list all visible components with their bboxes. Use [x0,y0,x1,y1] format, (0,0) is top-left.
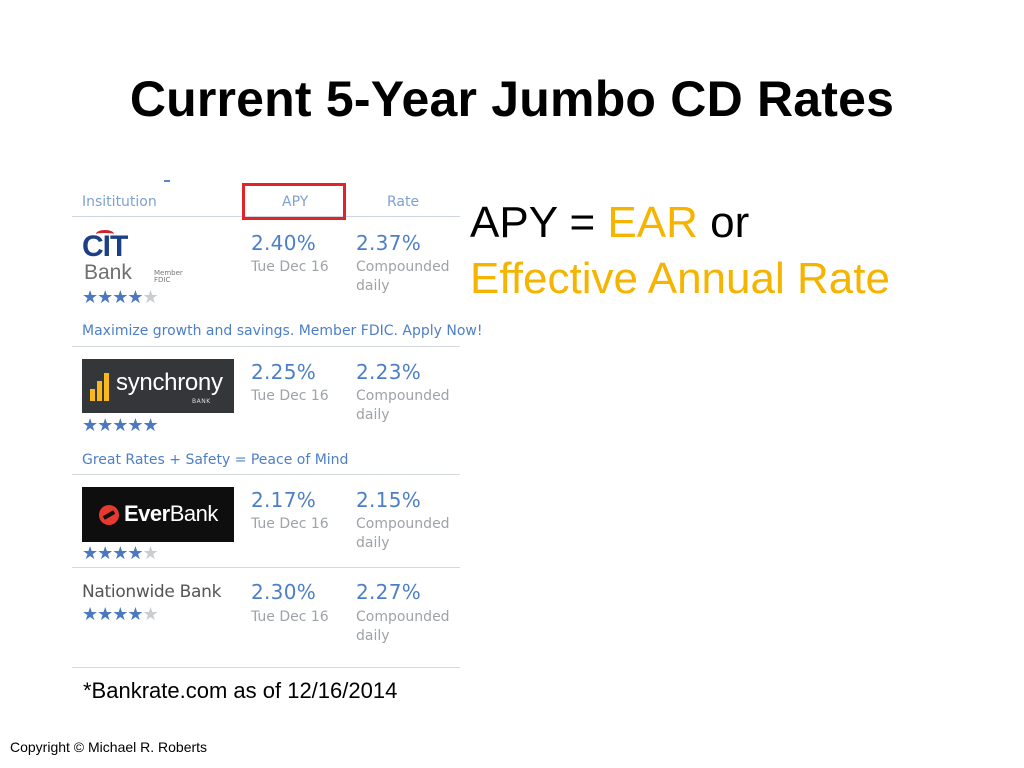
apy-value: 2.25% [251,360,317,384]
apy-highlight-box [242,183,346,220]
rate-value: 2.23% [356,360,422,384]
rate-value: 2.37% [356,231,422,255]
rate-value: 2.27% [356,580,422,604]
table-top-mark [164,180,170,182]
definition-line1: APY = EAR or [470,198,750,247]
star-rating: ★★★★★ [82,543,159,564]
compounding-line1: Compounded [356,259,450,275]
compounding-line1: Compounded [356,516,450,532]
promo-link[interactable]: Maximize growth and savings. Member FDIC… [82,323,483,339]
synchrony-bank-logo[interactable]: synchrony BANK [82,359,234,413]
apy-value: 2.40% [251,231,317,255]
everbank-logo-word: EverBank [124,501,218,526]
star-rating: ★★★★★ [82,604,159,625]
apy-date: Tue Dec 16 [251,516,329,532]
synchrony-bars-icon [90,373,112,401]
compounding-line2: daily [356,407,390,423]
synchrony-logo-sub: BANK [192,398,211,405]
compounding-line2: daily [356,535,390,551]
cit-logo-arc [96,230,114,238]
slide-title: Current 5-Year Jumbo CD Rates [129,71,895,127]
nationwide-bank-name[interactable]: Nationwide Bank [82,582,222,602]
cit-bank-logo[interactable]: CIT Bank Member FDIC [82,230,187,284]
row-divider [72,474,460,475]
copyright-notice: Copyright © Michael R. Roberts [10,739,208,755]
apy-value: 2.30% [251,580,317,604]
cit-logo-bank: Bank [84,261,132,284]
compounding-line1: Compounded [356,609,450,625]
header-apy[interactable]: APY [282,194,309,210]
table-header: Insititution APY Rate [72,185,460,217]
promo-link[interactable]: Great Rates + Safety = Peace of Mind [82,452,349,468]
definition-line2: Effective Annual Rate [470,254,890,303]
compounding-line1: Compounded [356,388,450,404]
apy-date: Tue Dec 16 [251,609,329,625]
header-rate[interactable]: Rate [387,194,420,210]
row-divider [72,667,460,668]
compounding-line2: daily [356,628,390,644]
fdic-badge: Member FDIC [154,269,183,284]
star-rating: ★★★★★ [82,287,159,308]
row-divider [72,346,460,347]
star-rating: ★★★★★ [82,415,159,436]
rate-value: 2.15% [356,488,422,512]
ear-term: EAR [607,198,698,247]
row-divider [72,567,460,568]
apy-definition: APY = EAR or Effective Annual Rate [470,195,890,307]
everbank-logo[interactable]: EverBank [82,487,234,542]
apy-date: Tue Dec 16 [251,388,329,404]
compounding-line2: daily [356,278,390,294]
synchrony-logo-word: synchrony [116,369,223,396]
source-note: *Bankrate.com as of 12/16/2014 [83,678,398,703]
header-institution[interactable]: Insititution [82,194,157,210]
apy-date: Tue Dec 16 [251,259,329,275]
cd-rate-table: Insititution APY Rate CIT Bank Member FD… [72,180,482,668]
everbank-swirl-icon [99,505,119,525]
apy-value: 2.17% [251,488,317,512]
